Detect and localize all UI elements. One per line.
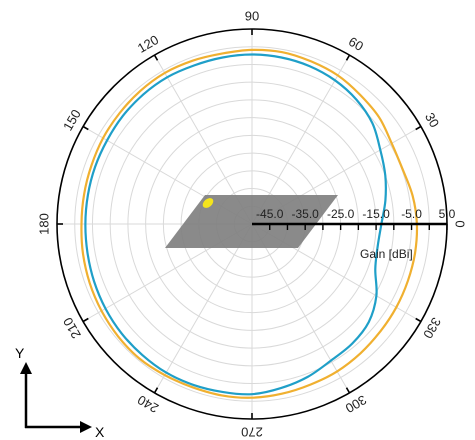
angle-tick-mark (83, 319, 88, 322)
angle-label-60: 60 (346, 34, 366, 54)
gain-tick-label: -45.0 (256, 207, 284, 221)
gain-tick-label: -35.0 (292, 207, 320, 221)
angle-tick-mark (416, 127, 421, 130)
angle-tick-mark (347, 55, 350, 60)
angle-tick-mark (155, 55, 158, 60)
x-arrowhead-icon (80, 421, 92, 433)
gain-tick-label: -15.0 (362, 207, 390, 221)
grid-spoke (252, 224, 350, 393)
angle-label-210: 210 (60, 315, 84, 341)
angle-label-300: 300 (343, 392, 369, 416)
gain-tick-label: 5.0 (439, 207, 456, 221)
angle-label-30: 30 (422, 110, 442, 130)
angle-label-90: 90 (245, 9, 259, 24)
antenna-board (165, 195, 338, 248)
angle-label-330: 330 (420, 315, 444, 341)
gain-tick-label: -5.0 (401, 207, 422, 221)
angle-label-120: 120 (135, 32, 161, 56)
y-axis-label: Y (15, 345, 25, 361)
gain-tick-label: -25.0 (327, 207, 355, 221)
angle-label-0: 0 (453, 220, 468, 227)
angle-label-240: 240 (135, 392, 161, 416)
angle-tick-mark (155, 388, 158, 393)
angle-label-180: 180 (37, 213, 52, 235)
angle-label-270: 270 (241, 425, 263, 440)
angle-label-150: 150 (60, 107, 84, 133)
gain-axis-title: Gain [dBi] (360, 247, 413, 261)
xy-axes-indicator: Y X (15, 345, 105, 440)
y-arrowhead-icon (20, 362, 32, 374)
angle-tick-mark (416, 319, 421, 322)
angle-tick-mark (83, 127, 88, 130)
grid-spoke (155, 224, 253, 393)
angle-tick-mark (347, 388, 350, 393)
ground-plane (165, 195, 338, 248)
x-axis-label: X (95, 424, 105, 440)
